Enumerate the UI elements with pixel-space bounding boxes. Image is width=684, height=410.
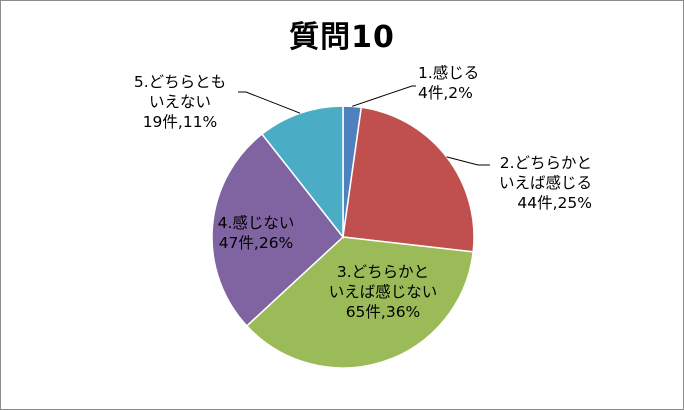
- leader-line-5: [238, 91, 301, 114]
- pie-slice-3: [245, 236, 474, 369]
- slice-label-5-line-2: いえない: [148, 93, 211, 111]
- leader-line-2: [446, 156, 490, 166]
- slice-label-3-line-1: 3.どちらかと: [336, 263, 430, 281]
- leader-line-1: [352, 85, 416, 107]
- slice-label-3: 3.どちらかと いえば感じない 65件,36%: [312, 262, 454, 322]
- slice-label-5: 5.どちらとも いえない 19件,11%: [124, 72, 236, 132]
- slice-label-3-line-3: 65件,36%: [345, 303, 421, 321]
- slice-label-4: 4.感じない 47件,26%: [208, 213, 304, 253]
- slice-label-5-line-3: 19件,11%: [142, 113, 218, 131]
- slice-label-2-line-2: いえば感じる: [498, 174, 592, 192]
- slice-label-2-line-1: 2.どちらかと: [499, 154, 592, 172]
- slice-label-2: 2.どちらかと いえば感じる 44件,25%: [482, 153, 592, 213]
- slice-label-1-line-2: 4件,2%: [418, 84, 473, 102]
- chart-title: 質問10: [289, 20, 395, 55]
- pie-slice-5: [260, 105, 344, 240]
- pie-slice-2: [342, 106, 475, 253]
- slice-label-5-line-1: 5.どちらとも: [133, 73, 227, 91]
- pie-slice-4: [211, 133, 345, 327]
- slice-label-4-line-1: 4.感じない: [217, 214, 295, 232]
- slice-label-1-line-1: 1.感じる: [418, 64, 480, 82]
- slice-label-4-line-2: 47件,26%: [218, 234, 294, 252]
- slice-label-2-line-3: 44件,25%: [517, 194, 592, 212]
- slice-label-3-line-2: いえば感じない: [328, 283, 438, 301]
- slice-label-1: 1.感じる 4件,2%: [418, 63, 479, 103]
